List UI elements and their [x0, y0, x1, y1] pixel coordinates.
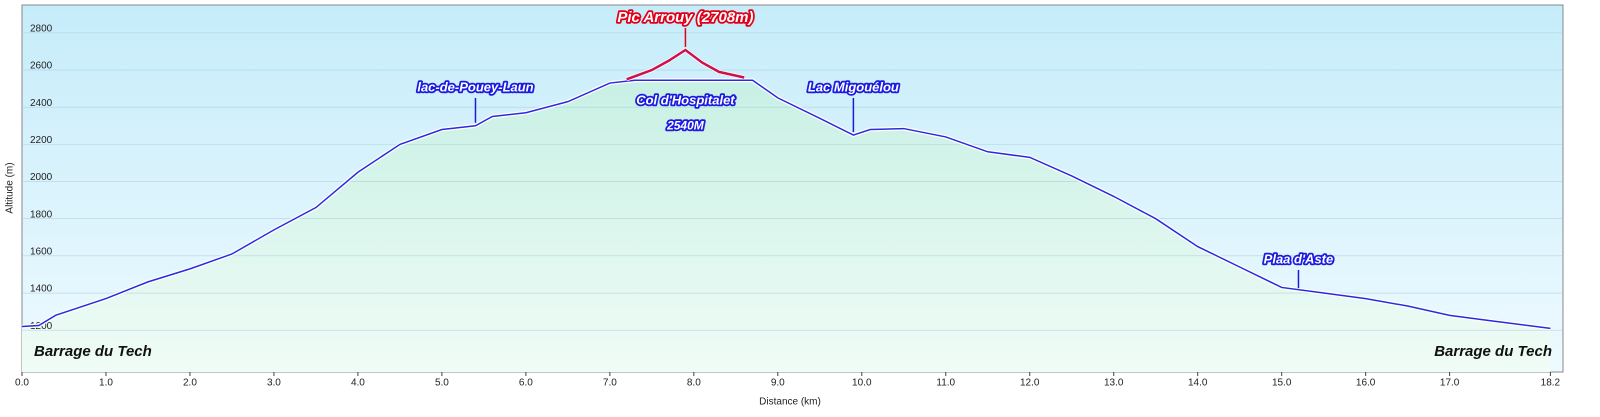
- x-tick-label: 14.0: [1188, 378, 1208, 389]
- y-tick-label: 2200: [30, 135, 53, 146]
- y-tick-label: 1600: [30, 247, 53, 258]
- y-tick-label: 1800: [30, 209, 53, 220]
- x-tick-label: 12.0: [1020, 378, 1040, 389]
- x-tick-label: 8.0: [687, 378, 701, 389]
- x-tick-label: 4.0: [351, 378, 365, 389]
- x-tick-label: 10.0: [852, 378, 872, 389]
- x-tick-label: 6.0: [519, 378, 533, 389]
- y-axis-title: Altitude (m): [5, 162, 16, 213]
- x-tick-label: 17.0: [1440, 378, 1460, 389]
- x-tick-label: 18.2: [1541, 378, 1561, 389]
- x-tick-label: 16.0: [1356, 378, 1376, 389]
- x-tick-label: 13.0: [1104, 378, 1124, 389]
- annotation: lac-de-Pouey-Laun: [417, 79, 533, 94]
- x-axis-title: Distance (km): [759, 397, 821, 408]
- annotation: Pic Arrouy (2708m): [617, 9, 753, 26]
- ground-area: [22, 80, 1551, 372]
- x-tick-label: 3.0: [267, 378, 281, 389]
- x-tick-label: 9.0: [771, 378, 785, 389]
- y-tick-label: 2800: [30, 24, 53, 35]
- corner-label: Barrage du Tech: [34, 343, 152, 360]
- x-tick-label: 7.0: [603, 378, 617, 389]
- x-tick-label: 5.0: [435, 378, 449, 389]
- annotation: Lac Migouélou: [808, 79, 899, 94]
- y-tick-label: 2600: [30, 61, 53, 72]
- annotation: Col d'Hospitalet: [636, 93, 735, 108]
- annotation: Plaa d'Aste: [1264, 251, 1334, 266]
- corner-label: Barrage du Tech: [1434, 343, 1552, 360]
- annotation-sub: 2540M: [666, 118, 705, 132]
- x-tick-label: 1.0: [99, 378, 113, 389]
- y-tick-label: 1400: [30, 284, 53, 295]
- x-tick-label: 15.0: [1272, 378, 1292, 389]
- profile-line: [21, 79, 1551, 330]
- x-tick-label: 11.0: [936, 378, 955, 389]
- x-tick-label: 0.0: [15, 378, 29, 389]
- profile-line: [626, 48, 745, 81]
- x-tick-label: 2.0: [183, 378, 197, 389]
- y-tick-label: 2400: [30, 98, 53, 109]
- y-tick-label: 2000: [30, 172, 53, 183]
